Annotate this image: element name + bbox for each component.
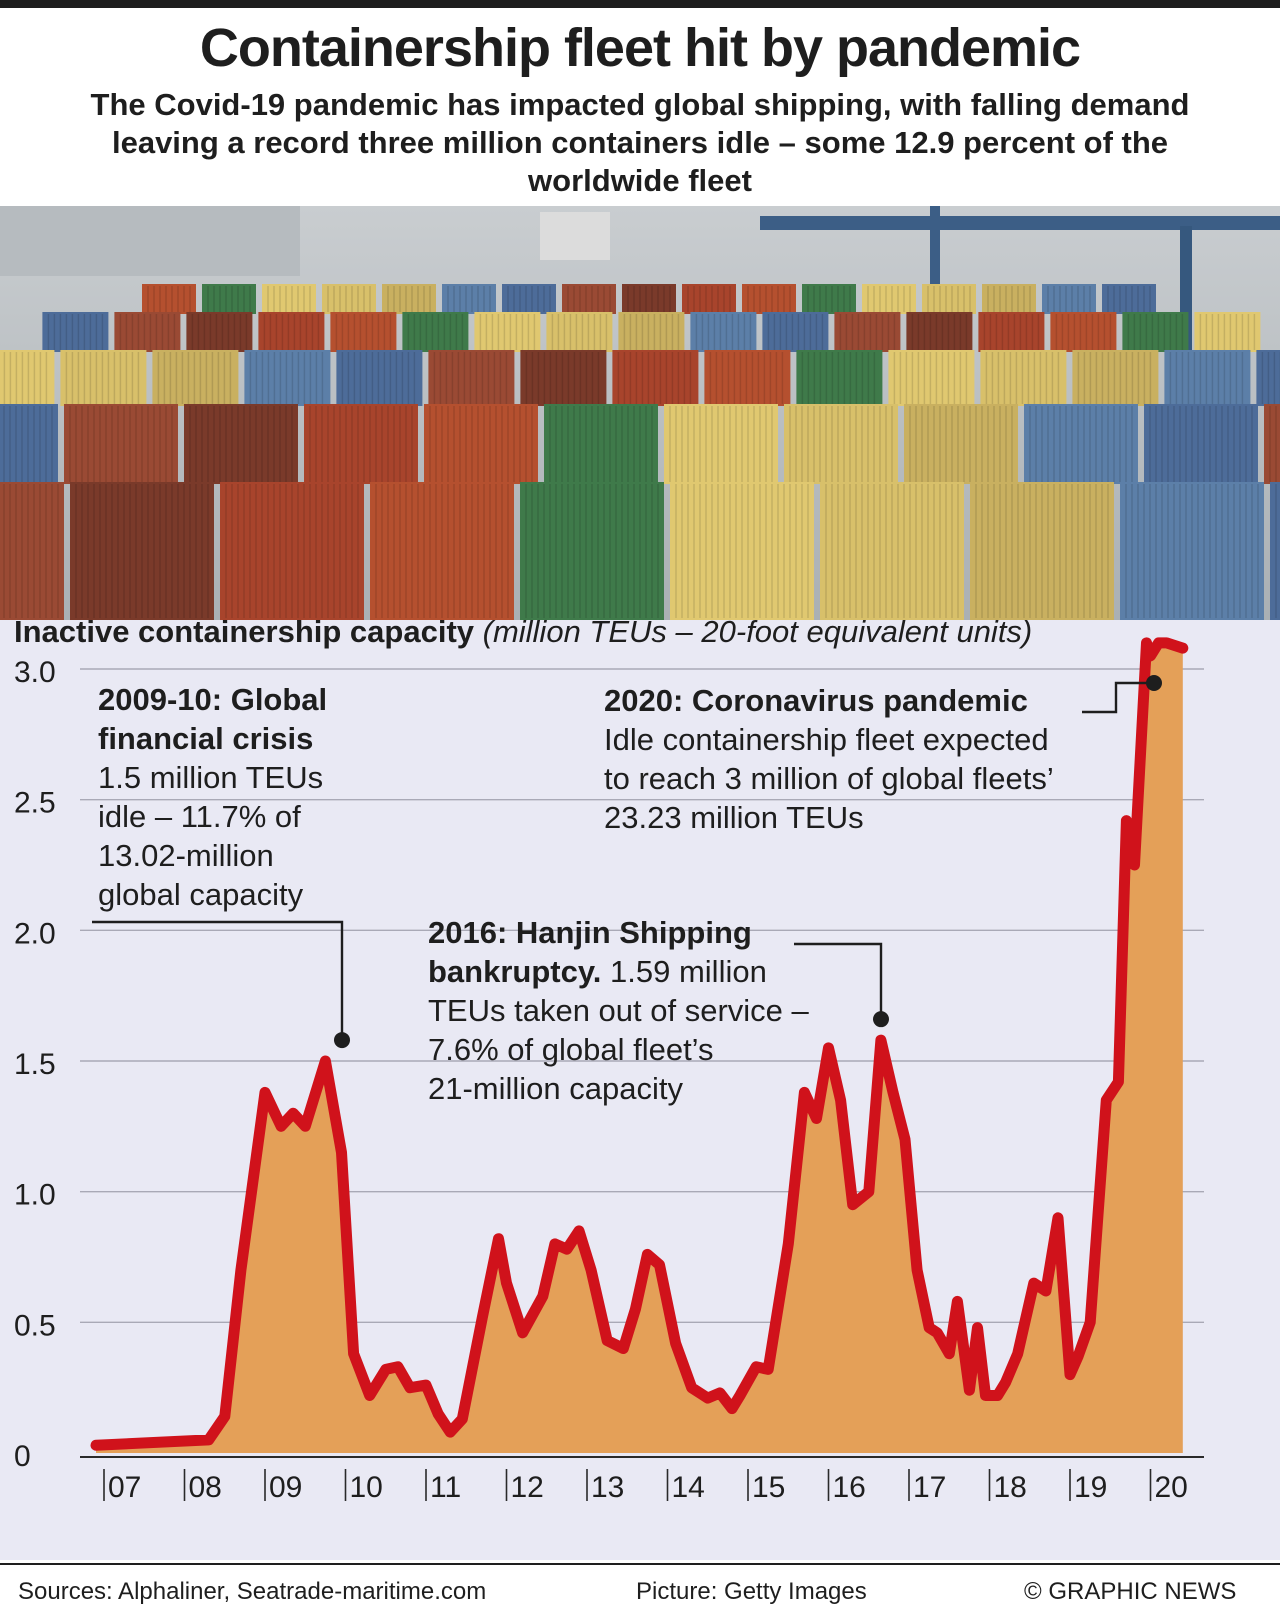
y-tick-label: 0.5 <box>14 1309 56 1342</box>
x-tick-label: 09 <box>269 1471 302 1504</box>
chart-title-text: Inactive containership capacity <box>14 620 475 649</box>
page-subtitle: The Covid-19 pandemic has impacted globa… <box>90 87 1190 198</box>
gfc-annotation-title: financial crisis <box>98 721 313 756</box>
gfc-marker-dot <box>334 1032 350 1049</box>
x-tick-label: 17 <box>913 1471 946 1504</box>
x-tick-label: 19 <box>1074 1471 1107 1504</box>
chart-units: (million TEUs – 20-foot equivalent units… <box>474 620 1032 649</box>
gfc-annotation-text: global capacity <box>98 877 304 912</box>
footer <box>0 1560 1280 1624</box>
gfc-annotation-text: 1.5 million TEUs <box>98 760 323 795</box>
x-tick-label: 11 <box>430 1471 461 1504</box>
gfc-annotation-title: 2009-10: Global <box>98 682 327 717</box>
x-tick-label: 13 <box>591 1471 624 1504</box>
sources-credit: Sources: Alphaliner, Seatrade-maritime.c… <box>18 1578 487 1605</box>
page-title: Containership fleet hit by pandemic <box>199 18 1081 78</box>
hanjin-annotation-line: bankruptcy. 1.59 million <box>428 954 767 989</box>
hanjin-annotation-text: 7.6% of global fleet’s <box>428 1032 714 1067</box>
x-tick-label: 10 <box>350 1471 383 1504</box>
covid-annotation-text: Idle containership fleet expected <box>604 722 1049 757</box>
y-tick-label: 1.0 <box>14 1179 56 1212</box>
y-tick-label: 2.0 <box>14 917 56 950</box>
covid-leader-line <box>1082 681 1148 714</box>
gfc-leader-line <box>92 920 344 1039</box>
top-rule <box>0 0 1280 8</box>
chart-title: Inactive containership capacity (million… <box>14 620 1032 649</box>
covid-annotation-text: 23.23 million TEUs <box>604 800 864 835</box>
hanjin-annotation-text: TEUs taken out of service – <box>428 993 810 1028</box>
hanjin-leader-line <box>794 942 883 1018</box>
y-tick-label: 3.0 <box>14 656 56 689</box>
covid-annotation-title: 2020: Coronavirus pandemic <box>604 683 1028 718</box>
hanjin-marker-dot <box>873 1011 889 1028</box>
y-tick-label: 2.5 <box>14 787 56 820</box>
gfc-annotation-text: idle – 11.7% of <box>98 799 301 834</box>
y-tick-label: 0 <box>14 1440 31 1473</box>
y-tick-label: 1.5 <box>14 1048 56 1081</box>
inactive-capacity-chart: Inactive containership capacity (million… <box>14 620 1204 1504</box>
x-tick-label: 14 <box>672 1471 705 1504</box>
capacity-line <box>90 637 1189 1451</box>
x-tick-label: 12 <box>511 1471 544 1504</box>
gfc-annotation-text: 13.02-million <box>98 838 274 873</box>
chart-area: Inactive containership capacity (million… <box>0 620 1280 1560</box>
x-tick-label: 20 <box>1155 1471 1188 1504</box>
x-tick-label: 15 <box>752 1471 785 1504</box>
x-tick-label: 08 <box>189 1471 222 1504</box>
hanjin-annotation-text: 21-million capacity <box>428 1071 683 1106</box>
x-tick-label: 16 <box>833 1471 866 1504</box>
hanjin-annotation-title-tail: bankruptcy. <box>428 954 601 989</box>
hanjin-annotation-title: 2016: Hanjin Shipping <box>428 915 752 950</box>
covid-annotation-text: to reach 3 million of global fleets’ <box>604 761 1054 796</box>
container-ship-photo <box>0 206 1280 620</box>
covid-marker-dot <box>1146 675 1162 691</box>
x-tick-label: 07 <box>108 1471 141 1504</box>
picture-credit: Picture: Getty Images <box>636 1578 867 1605</box>
footer-rule <box>0 1563 1280 1565</box>
copyright-credit: © GRAPHIC NEWS <box>1024 1578 1237 1605</box>
x-tick-label: 18 <box>994 1471 1027 1504</box>
hanjin-annotation-text: 1.59 million <box>601 954 766 989</box>
